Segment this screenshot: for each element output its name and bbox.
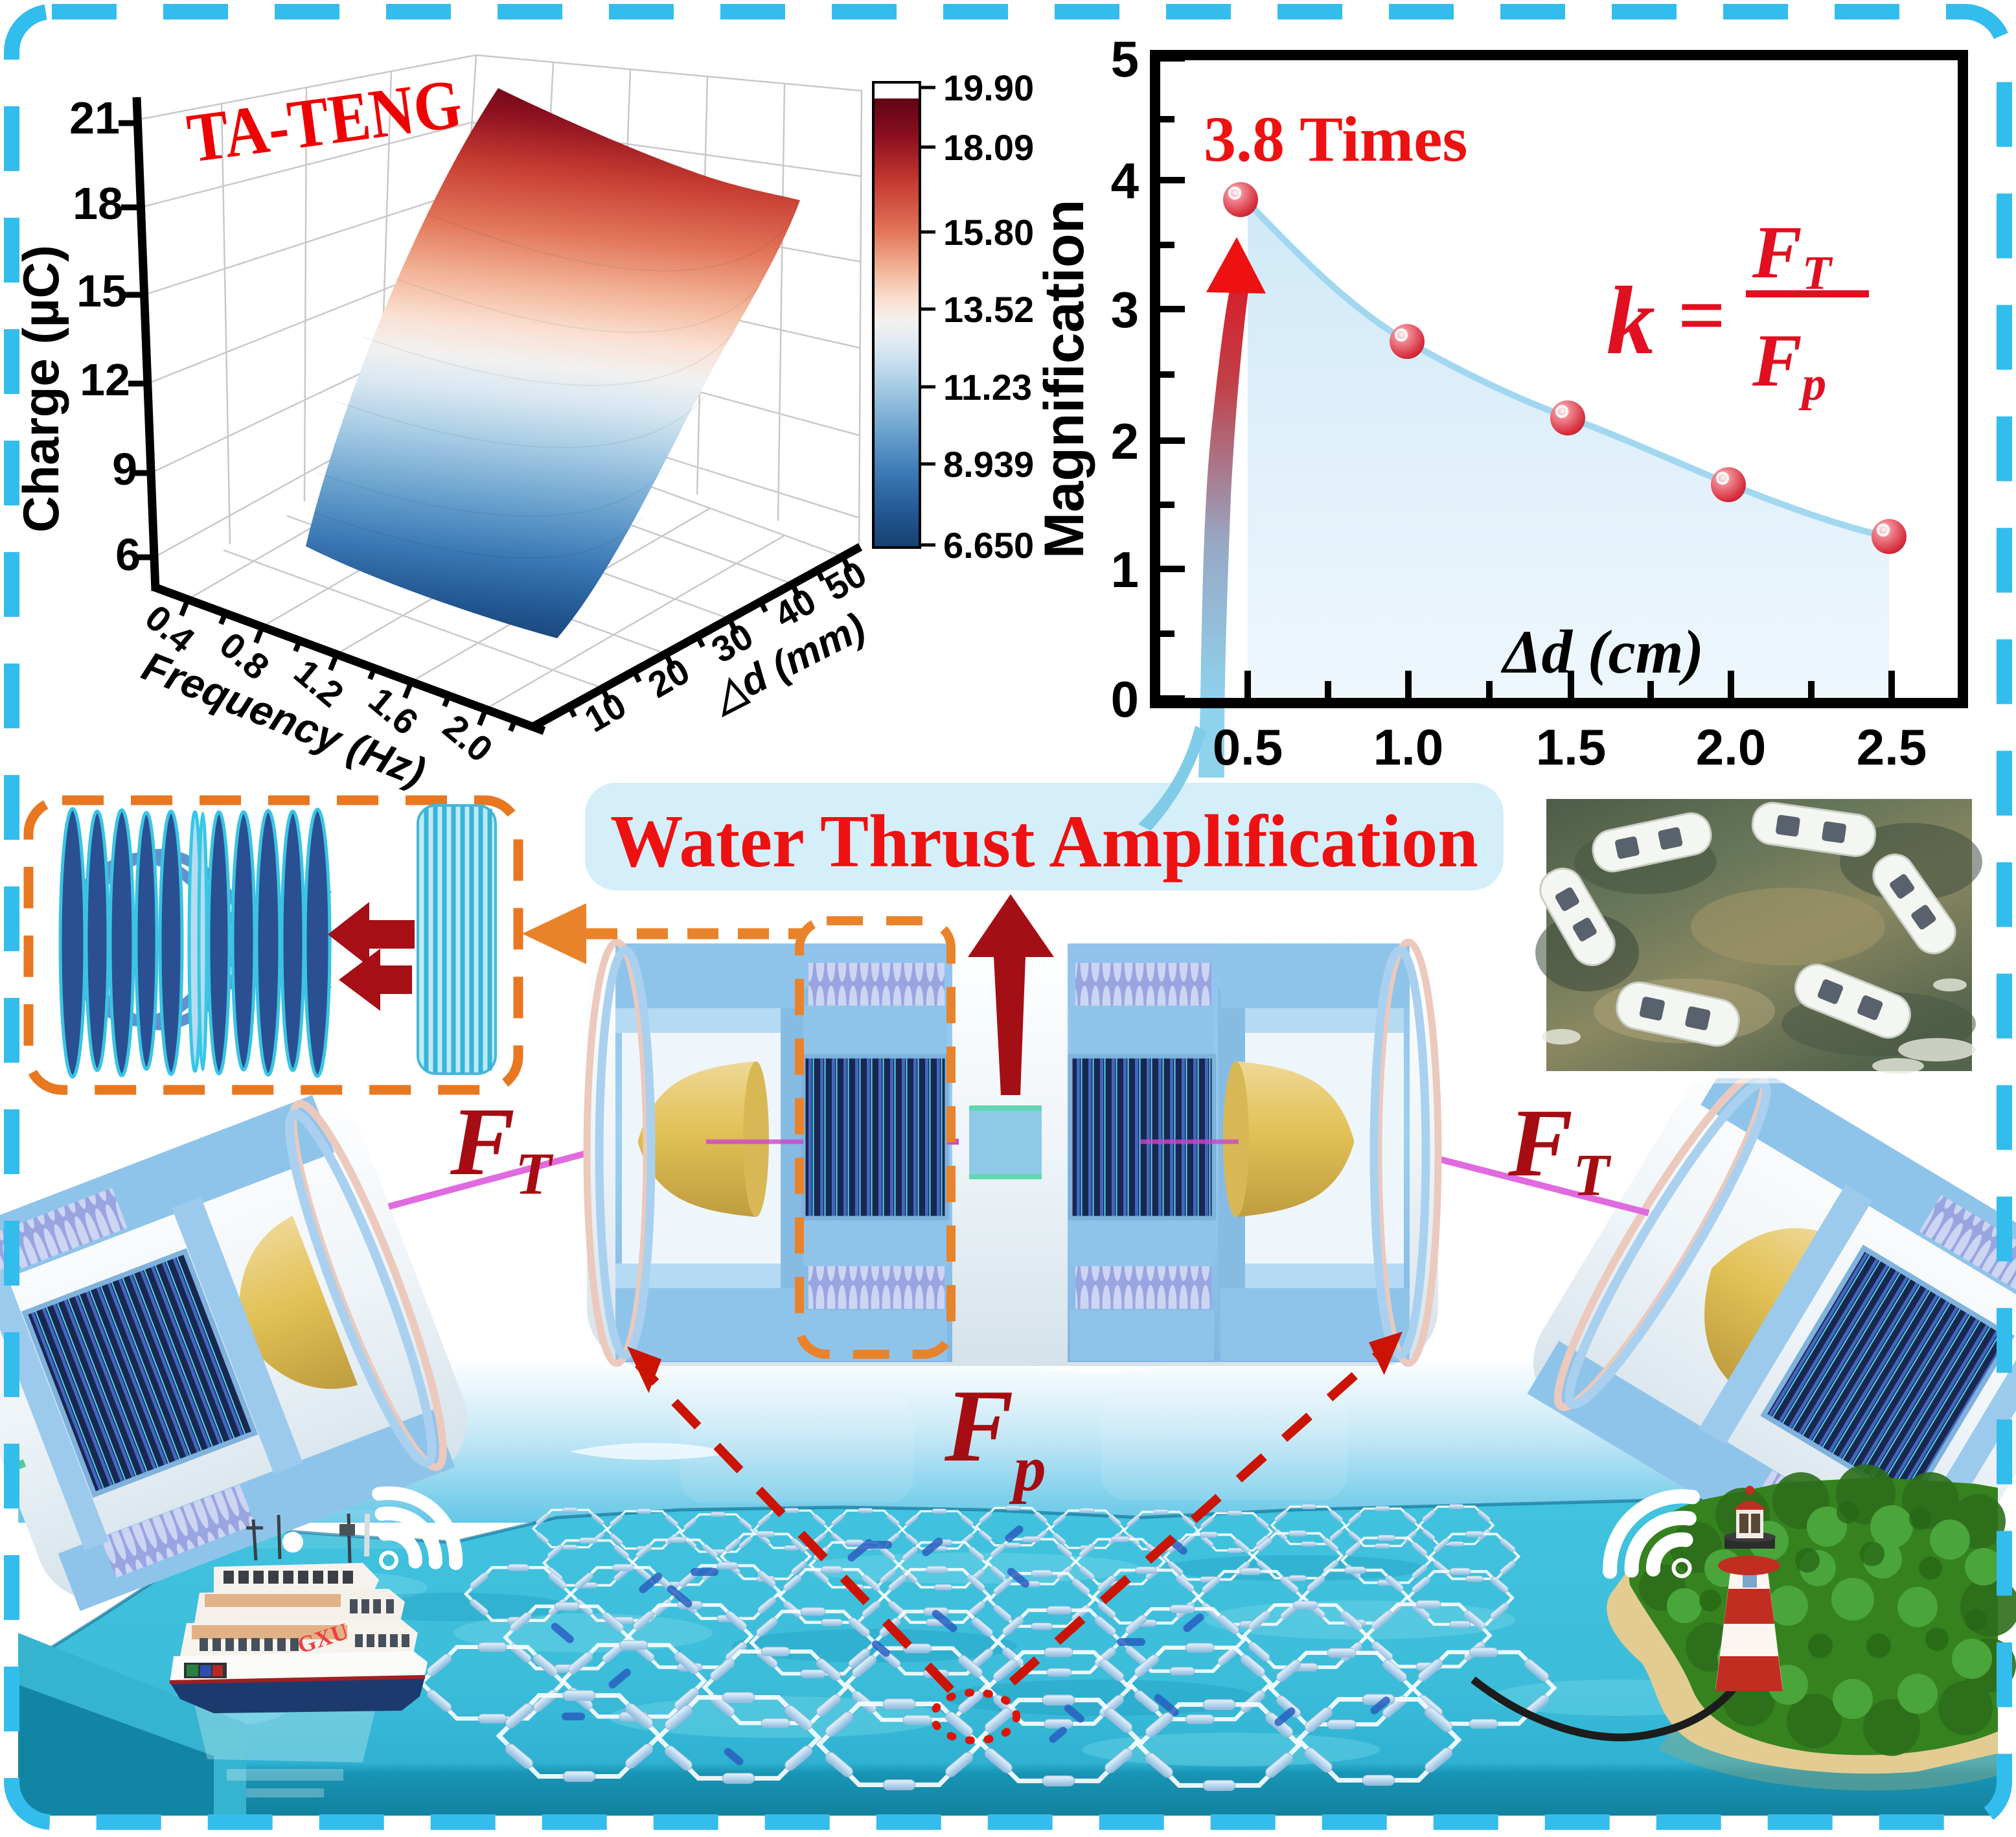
svg-text:k: k <box>1607 267 1655 375</box>
svg-text:1.0: 1.0 <box>1373 719 1443 776</box>
svg-text:8.939: 8.939 <box>943 444 1034 485</box>
svg-text:13.52: 13.52 <box>943 289 1034 330</box>
svg-text:4: 4 <box>1111 152 1139 209</box>
svg-text:1.5: 1.5 <box>1536 719 1606 776</box>
svg-text:18.09: 18.09 <box>943 127 1034 168</box>
svg-text:6.650: 6.650 <box>943 525 1034 566</box>
svg-text:12: 12 <box>80 354 130 405</box>
svg-text:Fp: Fp <box>944 1368 1046 1505</box>
svg-text:3: 3 <box>1111 281 1139 338</box>
svg-text:0: 0 <box>1111 671 1139 728</box>
svg-text:1: 1 <box>1111 541 1139 598</box>
svg-text:2.0: 2.0 <box>1696 719 1766 776</box>
svg-text:15.80: 15.80 <box>943 212 1034 253</box>
svg-text:3.8 Times: 3.8 Times <box>1204 103 1467 175</box>
svg-text:Magnification: Magnification <box>1033 200 1095 559</box>
svg-text:2.5: 2.5 <box>1857 719 1927 776</box>
svg-text:18: 18 <box>73 178 123 229</box>
svg-text:FT: FT <box>450 1088 554 1207</box>
svg-text:2: 2 <box>1111 413 1139 470</box>
svg-text:11.23: 11.23 <box>943 367 1032 408</box>
svg-text:Water Thrust Amplification: Water Thrust Amplification <box>610 800 1478 883</box>
svg-text:15: 15 <box>76 266 127 316</box>
svg-text:19.90: 19.90 <box>943 67 1034 108</box>
svg-text:Δd (cm): Δd (cm) <box>1500 618 1704 686</box>
svg-text:9: 9 <box>112 444 137 494</box>
svg-text:0.5: 0.5 <box>1213 719 1283 776</box>
svg-text:6: 6 <box>115 529 141 580</box>
svg-text:21: 21 <box>69 93 120 143</box>
svg-text:Charge (µC): Charge (µC) <box>12 245 69 533</box>
svg-text:=: = <box>1678 269 1726 362</box>
svg-text:5: 5 <box>1111 30 1139 87</box>
